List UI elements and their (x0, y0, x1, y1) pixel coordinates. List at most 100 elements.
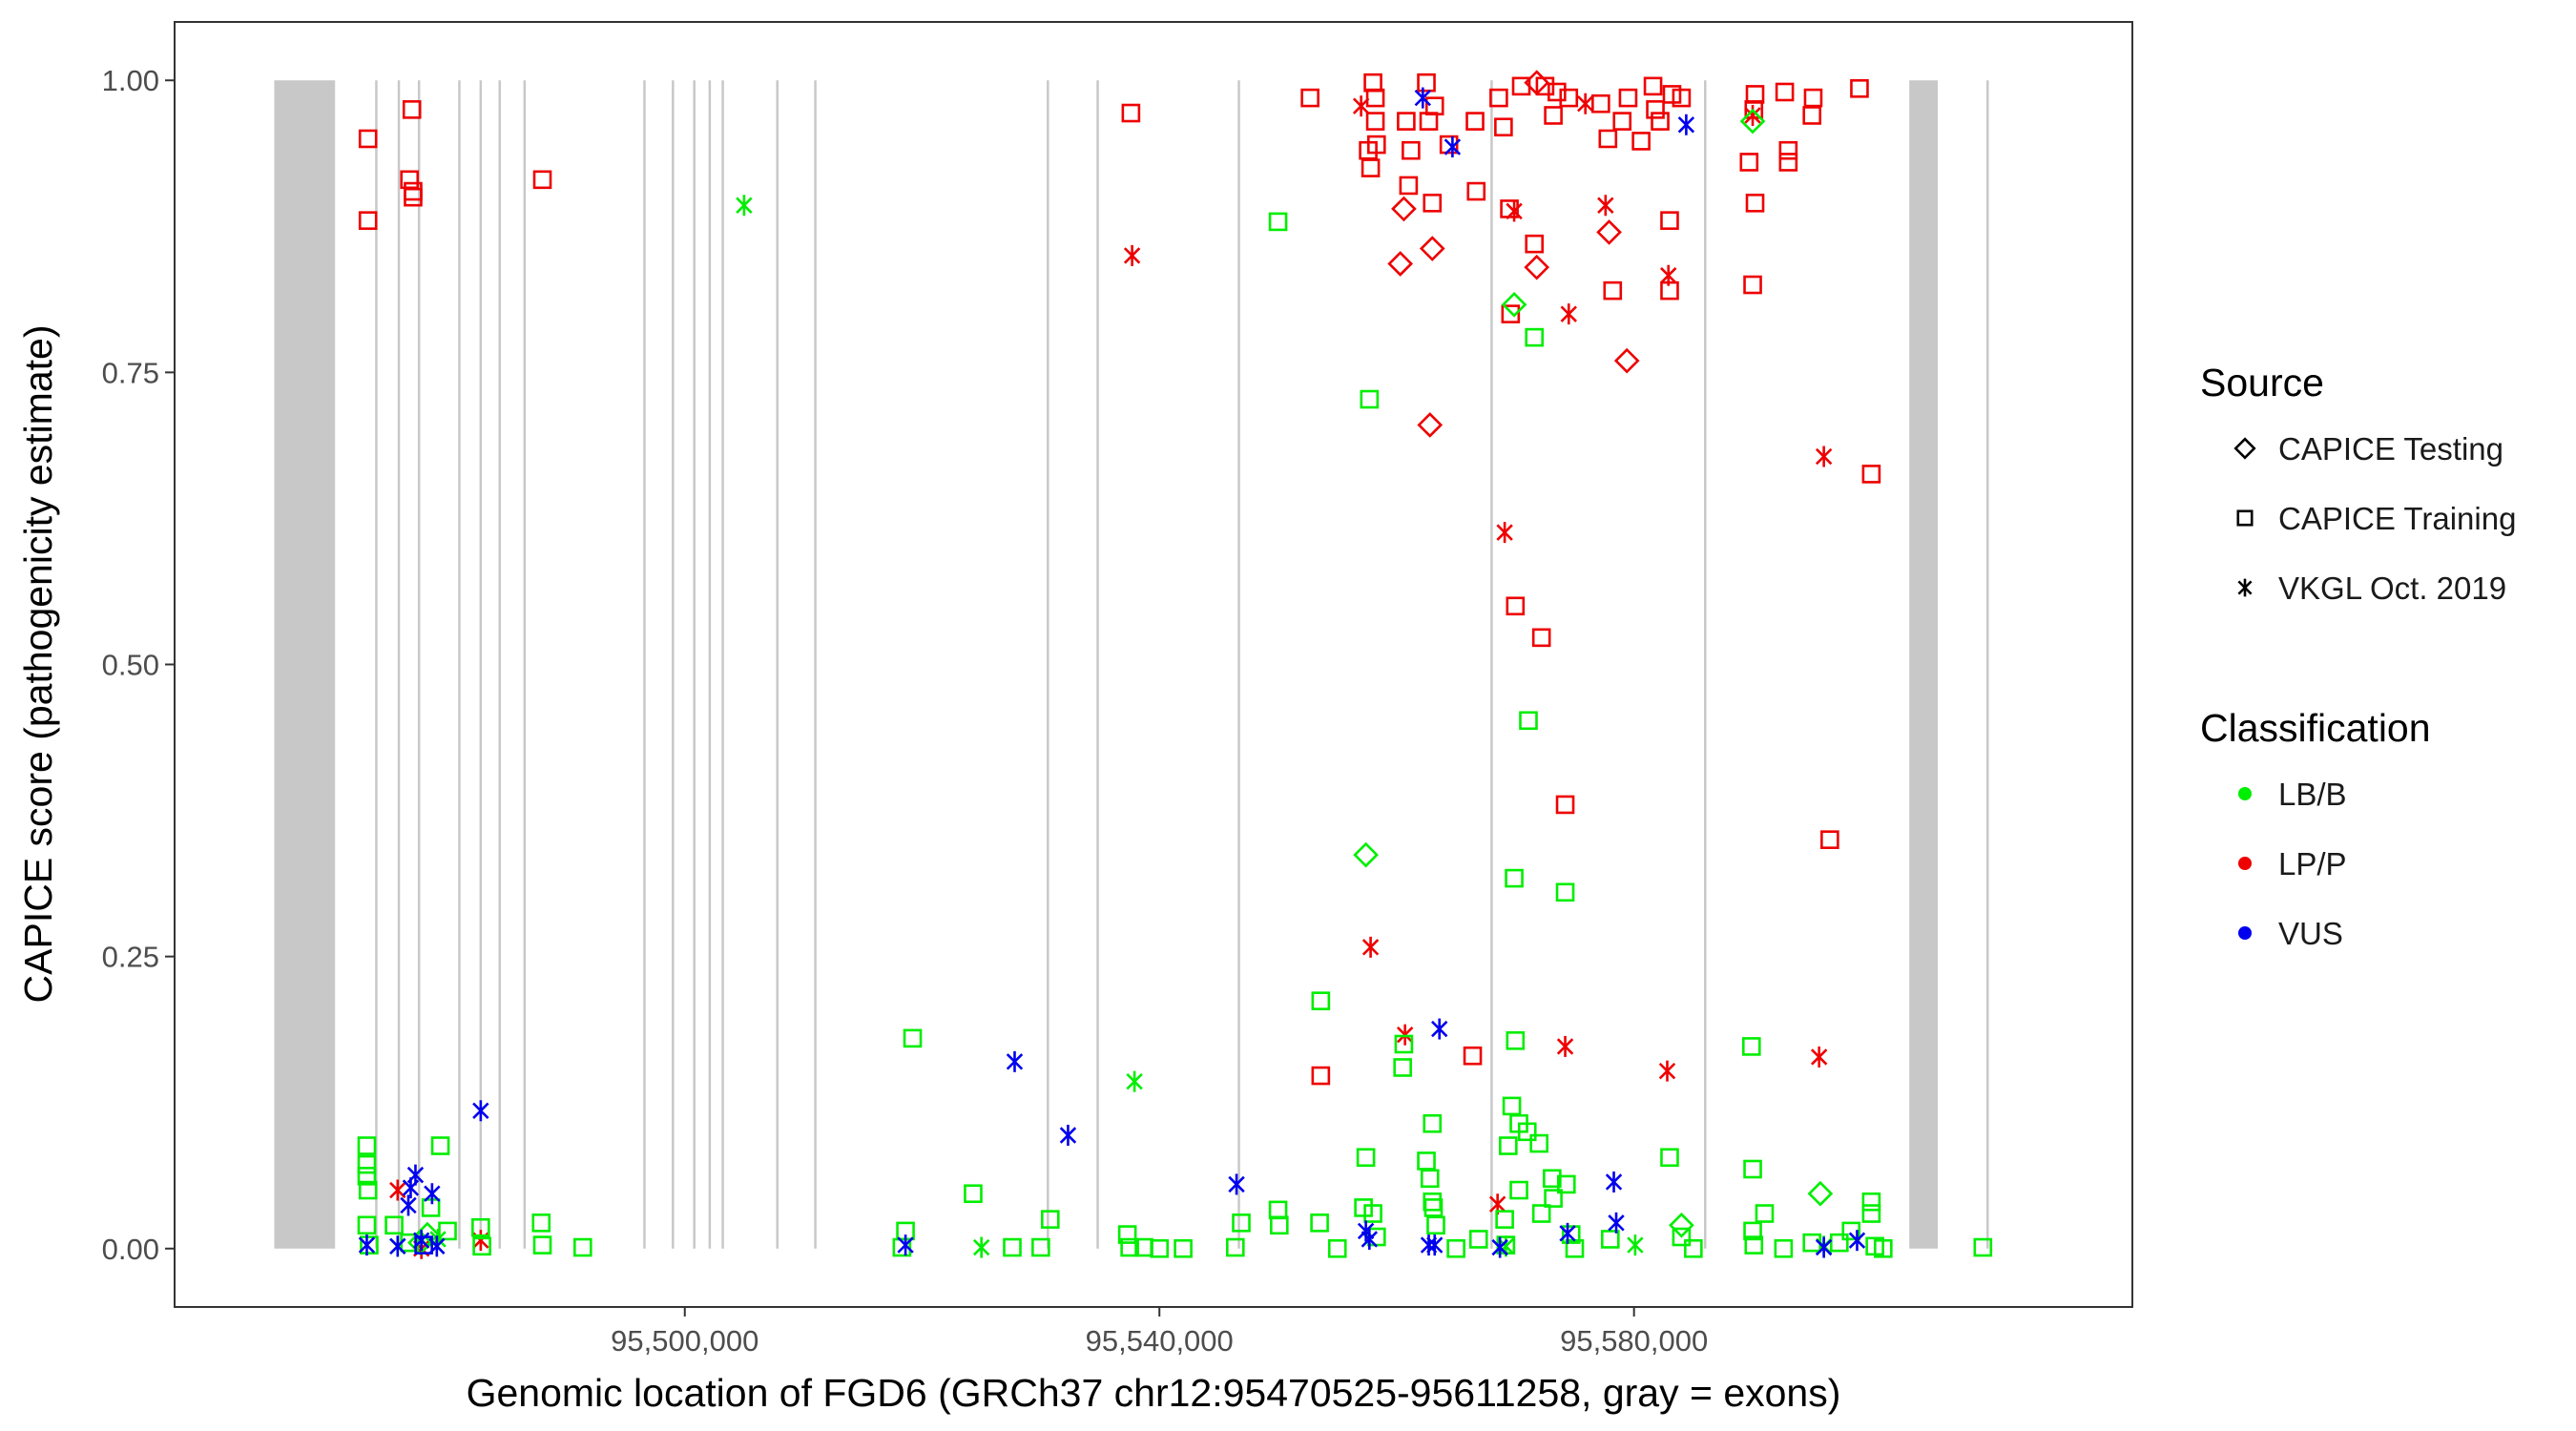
data-point-square (1041, 1210, 1060, 1229)
data-point-square (1874, 1238, 1893, 1258)
data-point-diamond (1524, 70, 1550, 96)
data-point-square (1311, 1066, 1331, 1086)
data-point-square (532, 170, 552, 190)
data-point-square (1739, 153, 1759, 172)
data-point-square (1393, 1058, 1412, 1077)
data-point-square (1741, 1037, 1761, 1056)
data-point-star (1123, 244, 1141, 266)
data-point-square (1531, 1204, 1551, 1223)
exon-14 (776, 80, 779, 1249)
data-point-square (1850, 78, 1869, 98)
data-point-square (1423, 1198, 1444, 1217)
series-vus-star (358, 87, 1866, 1258)
data-point-square (1631, 132, 1651, 151)
data-point-square (1651, 112, 1670, 131)
data-point-square (1465, 112, 1485, 131)
data-point-square (1360, 389, 1380, 409)
data-point-square (1463, 1046, 1483, 1066)
data-point-square (400, 170, 420, 190)
series-lpp-diamond (1387, 70, 1640, 438)
data-point-square (1555, 795, 1575, 815)
x-axis: 95,500,000 95,540,000 95,580,000 (611, 1307, 1708, 1358)
y-axis-title: CAPICE score (pathogenicity estimate) (16, 325, 60, 1004)
data-point-square (1505, 868, 1524, 888)
data-point-square (1361, 158, 1381, 177)
data-point-square (1426, 1215, 1445, 1235)
data-point-square (1446, 1238, 1465, 1258)
data-point-star (1597, 195, 1614, 217)
data-point-square (1226, 1237, 1245, 1257)
legend-class-label-lbb: LB/B (2278, 777, 2347, 812)
data-point-square (1423, 1113, 1443, 1133)
data-point-square (1174, 1238, 1193, 1258)
data-point-square (1543, 1169, 1562, 1189)
data-point-star (1848, 1230, 1866, 1252)
data-point-star (1810, 1046, 1828, 1068)
data-point-square (1672, 88, 1692, 108)
data-point-square (1499, 1136, 1518, 1155)
data-point-square (1561, 1225, 1581, 1244)
data-point-star (1352, 95, 1370, 117)
data-point-square (1394, 1034, 1414, 1054)
data-point-square (1466, 181, 1486, 201)
data-point-star (1006, 1050, 1024, 1072)
data-point-square (532, 1235, 552, 1255)
legend-key-diamond (2233, 437, 2256, 460)
data-point-square (1363, 1204, 1382, 1223)
data-point-square (1399, 176, 1419, 196)
data-point-square (1643, 76, 1663, 96)
data-point-diamond (1417, 412, 1444, 438)
data-point-square (1774, 1238, 1794, 1258)
data-point-square (1121, 103, 1141, 123)
x-tick-label: 95,540,000 (1086, 1324, 1234, 1358)
data-point-square (1803, 88, 1823, 108)
data-point-square (1548, 82, 1567, 102)
exon-1 (1909, 80, 1939, 1249)
data-point-star (1414, 87, 1432, 109)
data-point-square (1861, 465, 1881, 484)
data-point-square (358, 211, 378, 230)
x-tick-label: 95,500,000 (611, 1324, 758, 1358)
exon-9 (643, 80, 646, 1249)
exon-5 (458, 80, 461, 1249)
data-point-square (1820, 830, 1839, 849)
data-point-square (1031, 1237, 1050, 1257)
data-point-star (1608, 1212, 1625, 1234)
legend-source-label-training: CAPICE Training (2278, 501, 2516, 536)
exon-17 (1096, 80, 1099, 1249)
data-point-square (1367, 135, 1386, 155)
exon-11 (693, 80, 696, 1249)
data-point-star (1560, 303, 1577, 325)
data-point-square (1778, 153, 1798, 172)
data-point-square (1535, 76, 1555, 96)
data-point-square (357, 1136, 377, 1155)
data-point-star (406, 1164, 425, 1186)
data-point-square (1117, 1225, 1137, 1244)
data-point-square (1354, 1198, 1373, 1217)
data-point-square (1618, 88, 1638, 108)
data-point-square (1646, 100, 1665, 119)
data-point-square (1494, 117, 1513, 137)
exon-4 (417, 80, 421, 1249)
data-point-square (1506, 596, 1526, 616)
data-point-diamond (1353, 841, 1379, 868)
data-point-square (1755, 1204, 1775, 1223)
legend-source-keys (2233, 437, 2256, 597)
data-point-star (736, 195, 753, 217)
data-point-square (1559, 88, 1579, 108)
data-point-square (1327, 1238, 1347, 1258)
data-point-square (1744, 1235, 1764, 1255)
data-point-star (389, 1235, 406, 1257)
data-point-star (1059, 1124, 1077, 1146)
data-point-star (1496, 522, 1513, 544)
data-point-square (531, 1213, 551, 1233)
data-point-square (903, 1028, 923, 1048)
data-point-square (1743, 1221, 1762, 1241)
data-point-square (1598, 129, 1618, 149)
exon-21 (1986, 80, 1989, 1249)
data-point-star (412, 1230, 430, 1252)
data-point-star (389, 1179, 406, 1201)
data-point-star (1605, 1171, 1623, 1192)
legend-class-label-vus: VUS (2278, 916, 2343, 951)
data-point-square (1743, 1159, 1762, 1179)
